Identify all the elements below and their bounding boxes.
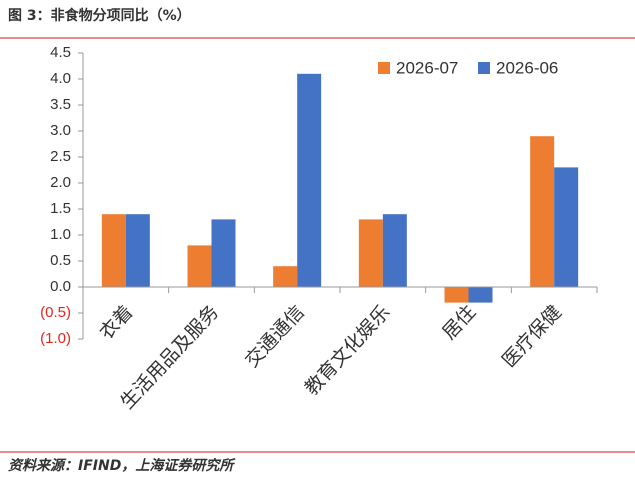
y-tick-label: 0.5 xyxy=(50,252,71,269)
bar xyxy=(273,266,298,287)
bar xyxy=(530,136,555,287)
x-tick-label: 衣着 xyxy=(95,301,137,344)
y-tick-label: 0.0 xyxy=(50,278,71,295)
bar xyxy=(187,245,212,287)
x-tick-label: 教育文化娱乐 xyxy=(301,301,395,399)
bar xyxy=(125,214,150,287)
legend-swatch xyxy=(378,62,390,74)
bar xyxy=(101,214,126,287)
x-tick-label: 交通通信 xyxy=(241,301,309,372)
bar xyxy=(468,287,493,303)
y-tick-label: 2.5 xyxy=(50,148,71,165)
y-tick-label: (1.0) xyxy=(40,330,71,347)
chart-title: 图 3：非食物分项同比（%） xyxy=(8,7,191,24)
bar xyxy=(297,73,322,287)
legend-label: 2026-06 xyxy=(496,58,558,77)
y-tick-label: (0.5) xyxy=(40,304,71,321)
y-tick-label: 3.5 xyxy=(50,96,71,113)
y-tick-label: 4.0 xyxy=(50,70,71,87)
bar xyxy=(382,214,407,287)
y-tick-label: 1.0 xyxy=(50,226,71,243)
bar xyxy=(554,167,579,287)
y-tick-label: 4.5 xyxy=(50,44,71,61)
y-tick-label: 1.5 xyxy=(50,200,71,217)
x-tick-label: 医疗保健 xyxy=(498,301,566,372)
bar xyxy=(444,287,469,303)
y-tick-label: 2.0 xyxy=(50,174,71,191)
y-tick-label: 3.0 xyxy=(50,122,71,139)
x-tick-label: 居住 xyxy=(438,301,480,344)
bar xyxy=(358,219,383,287)
legend-label: 2026-07 xyxy=(396,58,458,77)
source-note: 资料来源：IFIND，上海证券研究所 xyxy=(8,457,236,474)
bar xyxy=(211,219,236,287)
legend-swatch xyxy=(478,62,490,74)
